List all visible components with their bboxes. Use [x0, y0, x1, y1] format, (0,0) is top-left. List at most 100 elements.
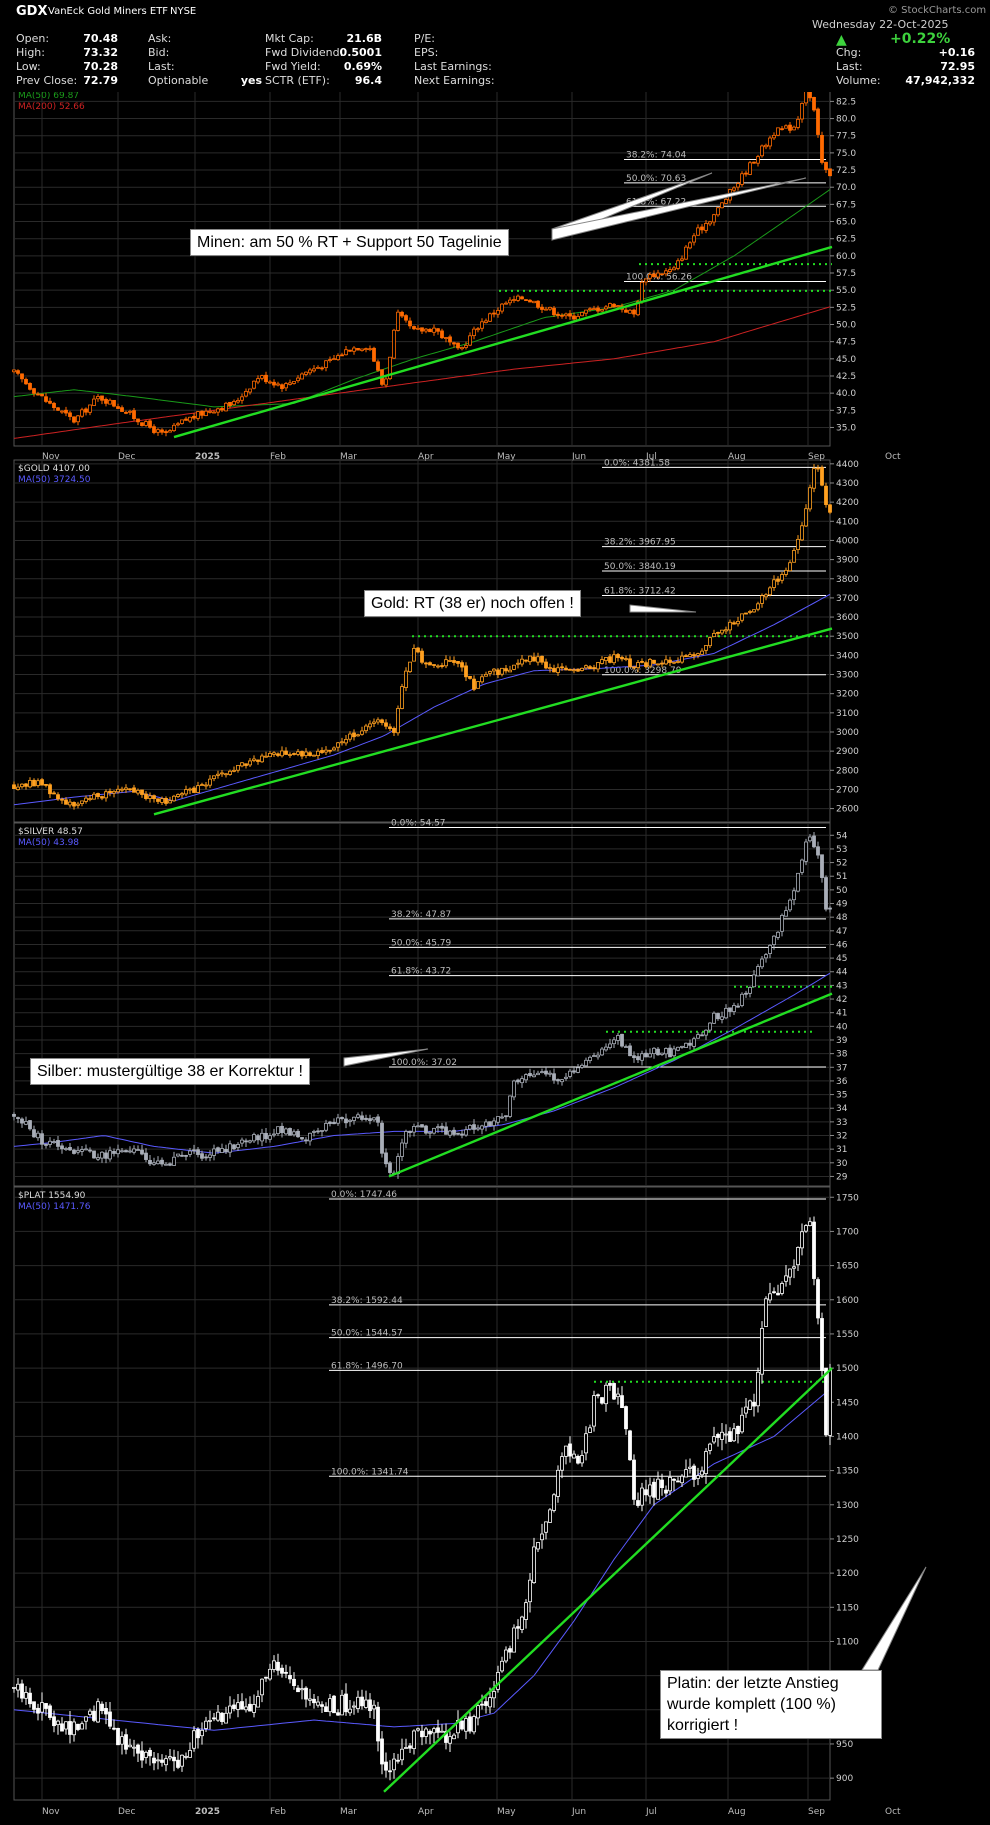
candle-body [696, 1475, 700, 1479]
candle-body [28, 1120, 32, 1130]
candle-body [296, 1130, 300, 1138]
quote-value: 70.48 [83, 32, 118, 45]
candle-body [764, 594, 768, 598]
legend-entry: $PLAT 1554.90 [18, 1191, 86, 1201]
candle-body [800, 525, 804, 541]
candle-body [296, 377, 300, 382]
candle-body [340, 1117, 344, 1120]
candle-body [264, 374, 268, 383]
candle-body [148, 795, 152, 799]
candle-body [784, 1275, 788, 1282]
candle-body [212, 1148, 216, 1156]
x-tick-label: Sep [808, 1807, 825, 1817]
candle-body [780, 128, 784, 131]
candle-body [704, 1029, 708, 1036]
candle-body [500, 303, 504, 312]
candle-body [304, 1139, 308, 1142]
candle-body [312, 754, 316, 757]
quote-label: Last Earnings: [414, 60, 492, 73]
exchange: NYSE [170, 6, 197, 17]
candle-body [740, 1414, 744, 1433]
y-tick-label: 80.0 [836, 115, 856, 125]
y-tick-label: 72.5 [836, 166, 856, 176]
candle-body [20, 373, 24, 380]
candle-body [612, 1383, 616, 1400]
candle-body [688, 1042, 692, 1046]
candle-body [636, 1500, 640, 1506]
candle-body [784, 125, 788, 129]
y-tick-label: 1500 [836, 1364, 859, 1374]
candle-body [432, 1127, 436, 1134]
legend-entry: MA(50) 3724.50 [18, 475, 91, 485]
candle-body [468, 1125, 472, 1130]
candle-body [104, 1152, 108, 1159]
candle-body [516, 295, 520, 301]
candle-body [136, 1149, 140, 1151]
candle-body [32, 1129, 36, 1138]
candle-body [820, 854, 824, 878]
note-plat-line: korrigiert ! [667, 1717, 739, 1734]
candle-body [752, 161, 756, 164]
candle-body [592, 308, 596, 311]
candle-body [248, 1703, 252, 1712]
candle-body [820, 135, 824, 163]
candle-body [208, 778, 212, 786]
candle-body [180, 793, 184, 796]
candle-body [380, 1738, 384, 1765]
candle-body [208, 1720, 212, 1722]
y-tick-label: 35 [836, 1091, 847, 1101]
candle-body [752, 974, 756, 988]
candle-body [592, 1055, 596, 1057]
candle-body [532, 1546, 536, 1584]
candle-body [588, 308, 592, 311]
y-tick-label: 52.5 [836, 303, 856, 313]
candle-body [52, 402, 56, 409]
trendline [383, 1367, 833, 1793]
candle-body [156, 798, 160, 802]
candle-body [56, 1140, 60, 1147]
candle-body [216, 408, 220, 413]
candle-body [780, 914, 784, 932]
candle-body [712, 1012, 716, 1024]
candle-body [356, 1114, 360, 1118]
trendline [153, 627, 833, 816]
candle-body [576, 1455, 580, 1464]
candle-body [588, 1056, 592, 1061]
candle-body [516, 1626, 520, 1629]
candle-body [776, 578, 780, 582]
candle-body [708, 1443, 712, 1451]
fib-level-label: 0.0%: 4381.58 [604, 458, 670, 468]
quote-label: Fwd Dividend: [265, 46, 344, 59]
candle-body [136, 418, 140, 423]
candle-body [688, 242, 692, 249]
candle-body [96, 793, 100, 798]
candle-body [548, 306, 552, 310]
candle-body [168, 800, 172, 804]
candle-body [304, 371, 308, 375]
candle-body [12, 1113, 16, 1117]
candle-body [132, 410, 136, 419]
candle-body [172, 424, 176, 431]
fib-level-label: 50.0%: 70.63 [626, 174, 686, 184]
candle-body [676, 1046, 680, 1051]
candle-body [740, 613, 744, 621]
candle-body [356, 734, 360, 737]
candle-body [192, 787, 196, 793]
candle-body [176, 1153, 180, 1157]
candle-body [12, 784, 16, 790]
y-tick-label: 36 [836, 1077, 848, 1087]
candle-body [800, 859, 804, 873]
candle-body [216, 1147, 220, 1152]
fib-level-label: 61.8%: 67.22 [626, 197, 686, 207]
candle-body [268, 381, 272, 384]
quote-header: GDX VanEck Gold Miners ETF NYSE © StockC… [0, 0, 990, 92]
candle-body [92, 398, 96, 406]
candle-body [268, 752, 272, 758]
candle-body [700, 650, 704, 655]
candle-body [300, 751, 304, 757]
candle-body [360, 1696, 364, 1707]
candle-body [328, 749, 332, 752]
candle-body [756, 1371, 760, 1407]
y-tick-label: 1350 [836, 1467, 859, 1477]
candle-body [112, 790, 116, 794]
